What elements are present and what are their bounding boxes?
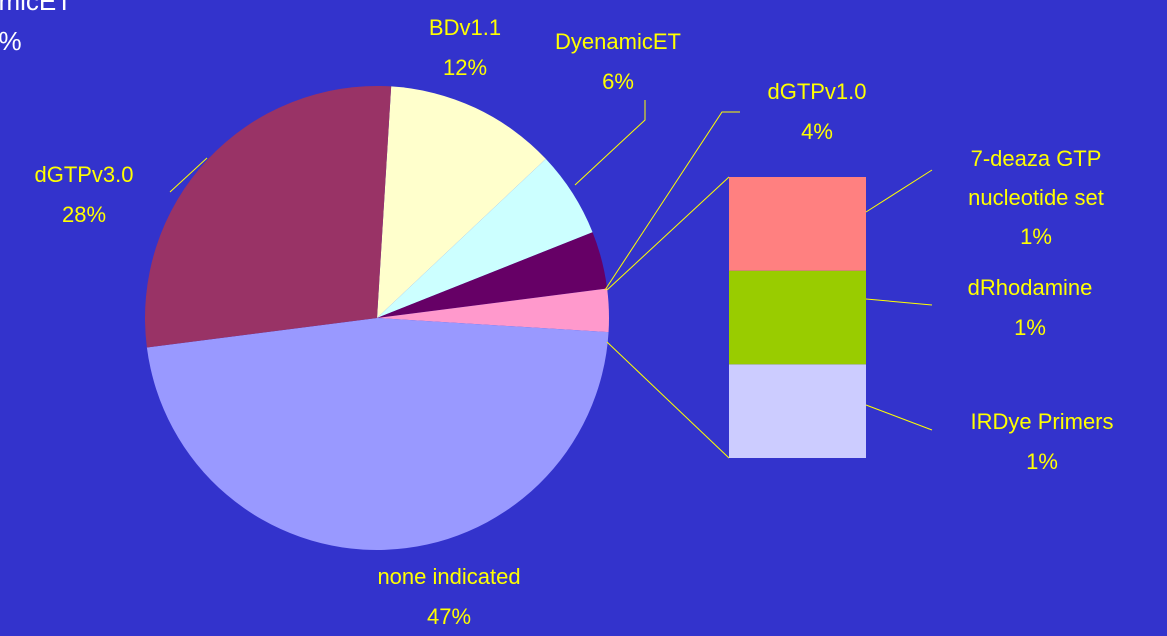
segment-label: IRDye Primers (970, 409, 1114, 434)
segment-value: 1% (1020, 224, 1052, 249)
slice-value: 12% (442, 55, 488, 80)
slice-label: dGTPv3.0 (34, 162, 134, 187)
bar-segment (729, 364, 866, 458)
slice-value: 47% (426, 604, 472, 629)
leader-line (865, 404, 933, 431)
leader-line (574, 100, 646, 186)
slice-label: DyenamicET (555, 29, 681, 54)
cropped-annotation: 2% (0, 26, 22, 56)
leader-line (865, 169, 933, 213)
leader-line (606, 341, 730, 459)
bar-segment (729, 177, 866, 271)
pie-slice (146, 318, 609, 550)
pie-slice (145, 85, 392, 348)
pie-slice (377, 86, 546, 318)
segment-value: 1% (1026, 449, 1058, 474)
leader-line (169, 157, 208, 193)
slice-value: 4% (801, 119, 833, 144)
leader-line (606, 176, 730, 291)
segment-value: 1% (1014, 315, 1046, 340)
leader-line (604, 111, 740, 291)
slice-value: 6% (602, 69, 634, 94)
pie-slice (377, 288, 609, 333)
segment-label: dRhodamine (967, 275, 1093, 300)
pie-slice (377, 158, 593, 318)
cropped-annotation: amicET (0, 0, 73, 16)
slice-label: dGTPv1.0 (767, 79, 867, 104)
leader-line (865, 298, 933, 306)
slice-label: BDv1.1 (428, 15, 502, 40)
slice-label: none indicated (377, 564, 521, 589)
pie-slice (377, 232, 608, 318)
segment-label: 7-deaza GTP nucleotide set (968, 146, 1104, 210)
slice-value: 28% (61, 202, 107, 227)
bar-segment (729, 270, 866, 365)
